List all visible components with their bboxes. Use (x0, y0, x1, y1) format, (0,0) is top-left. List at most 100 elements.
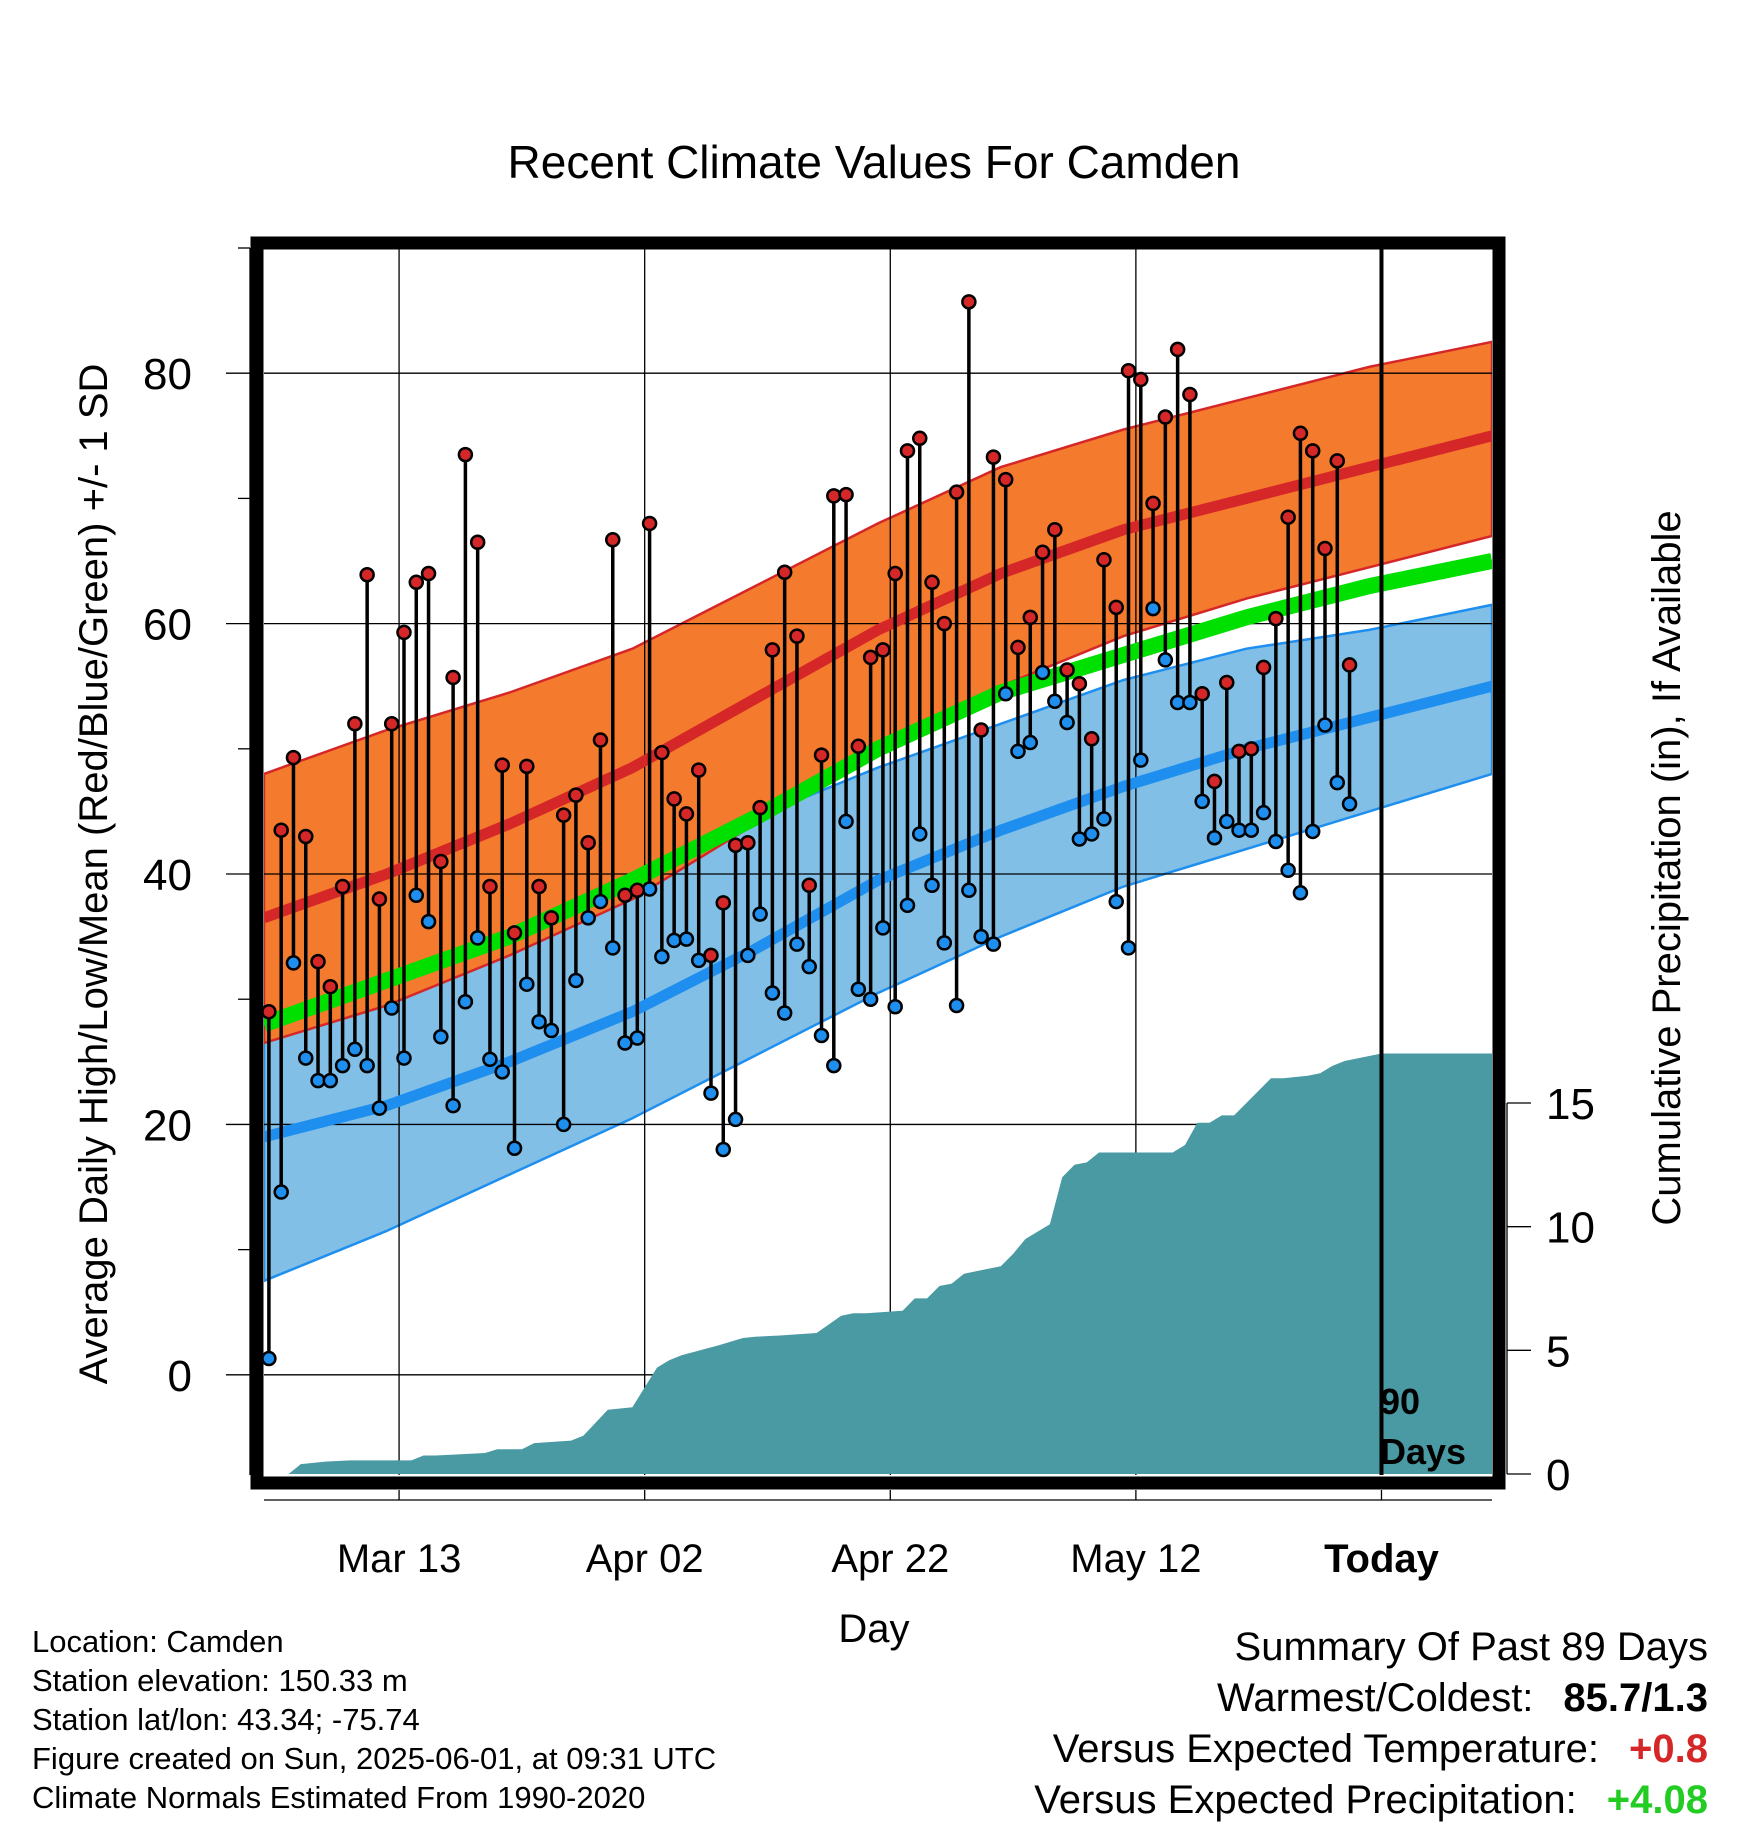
high-point (641, 515, 658, 532)
high-point (690, 762, 707, 778)
low-point (1022, 734, 1039, 751)
high-point (322, 978, 339, 995)
low-point (519, 976, 535, 992)
precip-area (264, 1053, 1492, 1474)
high-point (887, 565, 903, 582)
low-point (1329, 774, 1346, 791)
high-point (457, 446, 474, 463)
high-point (985, 449, 1002, 465)
high-point (752, 799, 768, 816)
high-point (555, 807, 572, 823)
high-point (961, 294, 977, 310)
precip-label: Versus Expected Precipitation: (1034, 1778, 1577, 1822)
summary-temp: Versus Expected Temperature: +0.8 (1034, 1724, 1708, 1775)
high-point (715, 895, 732, 911)
low-point (1243, 822, 1260, 838)
low-point (482, 1051, 498, 1068)
low-point (445, 1097, 461, 1114)
high-point (605, 531, 621, 548)
y-tick-label: 60 (143, 601, 192, 650)
low-point (985, 936, 1002, 952)
low-point (678, 931, 695, 947)
y2-tick-label: 5 (1546, 1327, 1570, 1376)
high-point (298, 828, 314, 845)
high-point (1231, 743, 1247, 760)
low-point (629, 1030, 646, 1046)
high-point (1120, 362, 1137, 379)
low-point (1206, 829, 1223, 846)
high-point (285, 749, 302, 766)
high-point (469, 534, 486, 550)
high-point (801, 877, 817, 894)
low-point (961, 882, 977, 899)
low-point (973, 928, 989, 945)
summary-panel: Summary Of Past 89 Days Warmest/Coldest:… (1034, 1622, 1708, 1826)
plot-frame (250, 236, 1506, 1490)
y2-tick-label: 15 (1546, 1080, 1595, 1129)
high-point (862, 649, 879, 666)
high-point (1022, 609, 1039, 626)
high-point (1329, 453, 1346, 469)
high-point (1034, 544, 1051, 560)
low-point (1280, 862, 1296, 879)
high-normal-line (264, 430, 1492, 923)
low-point (334, 1057, 351, 1074)
y-axis-label: Average Daily High/Low/Mean (Red/Blue/Gr… (72, 364, 116, 1385)
low-point (298, 1050, 314, 1066)
low-point (715, 1141, 732, 1158)
high-point (678, 806, 695, 822)
high-point (666, 791, 682, 807)
daily-stems (267, 301, 1352, 1359)
y2-tick-label: 0 (1546, 1451, 1570, 1500)
low-point (1133, 752, 1149, 768)
low-point (1304, 823, 1321, 840)
high-point (1071, 675, 1088, 692)
high-point (1010, 639, 1026, 656)
high-point (580, 834, 596, 851)
low-point (1194, 793, 1210, 810)
y2-axis: 0 5 10 15 (1506, 1080, 1595, 1500)
high-point (899, 443, 916, 459)
low-point (1145, 600, 1161, 617)
high-point (629, 882, 646, 899)
high-point (1304, 443, 1321, 459)
high-point (592, 732, 609, 748)
low-point (703, 1085, 719, 1101)
low-point (862, 991, 879, 1007)
precip-cumulative-area (264, 1053, 1492, 1474)
high-point (1133, 371, 1149, 388)
high-point (813, 747, 830, 763)
high-point (371, 891, 388, 907)
x-tick-label: Today (1324, 1537, 1440, 1581)
low-point (506, 1140, 523, 1156)
low-point (801, 958, 817, 975)
high-point (850, 738, 867, 755)
high-point (1096, 552, 1112, 568)
low-point (1157, 652, 1174, 668)
temp-value: +0.8 (1629, 1727, 1708, 1771)
station-info: Location: Camden Station elevation: 150.… (32, 1622, 716, 1817)
low-point (261, 1350, 277, 1367)
low-point (1268, 833, 1284, 850)
low-point (433, 1029, 449, 1045)
low-point (1219, 813, 1235, 830)
high-point (1059, 662, 1075, 678)
low-point (1034, 664, 1051, 681)
low-point (469, 930, 486, 946)
high-point (764, 642, 781, 658)
low-point (347, 1041, 363, 1058)
high-point (506, 925, 523, 941)
high-point (740, 834, 756, 851)
low-point (838, 813, 854, 830)
high-point (1145, 495, 1161, 512)
low-point (531, 1014, 547, 1030)
low-point (1341, 796, 1358, 812)
y2-tick-label: 10 (1546, 1204, 1595, 1253)
low-point (383, 1000, 400, 1016)
low-point (936, 935, 953, 951)
high-point (408, 574, 425, 591)
precip-value: +4.08 (1606, 1778, 1708, 1822)
high-point (519, 758, 535, 775)
high-point (1268, 610, 1284, 627)
